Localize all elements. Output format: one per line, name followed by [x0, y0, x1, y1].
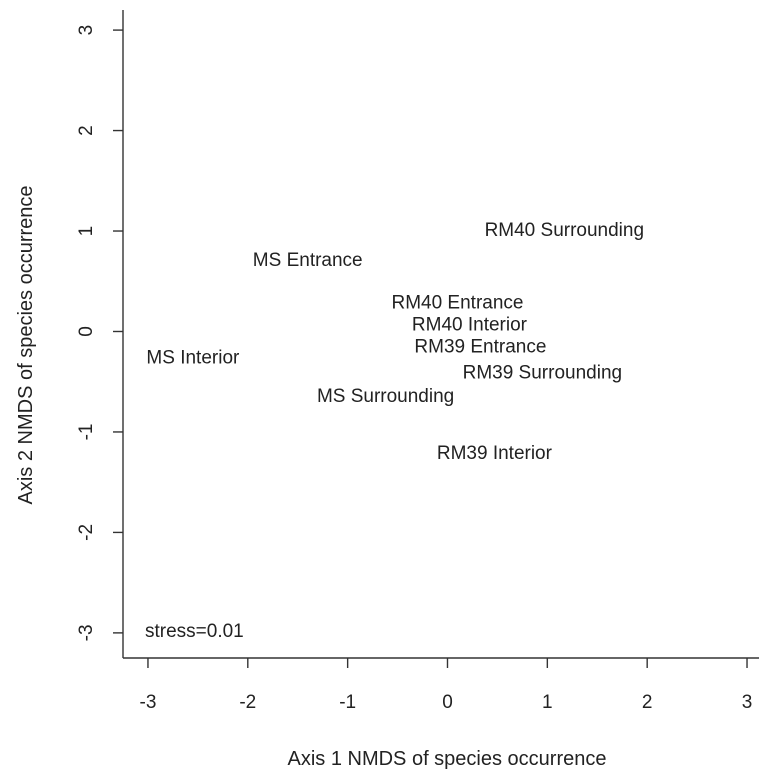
point-label: RM40 Surrounding: [485, 220, 644, 241]
y-tick-label: 2: [76, 125, 97, 136]
x-axis-ticks: -3 -2 -1 0 1 2 3: [140, 658, 753, 713]
stress-annotation: stress=0.01: [145, 621, 244, 642]
x-tick-label: -1: [339, 692, 356, 713]
y-tick-label: 0: [76, 326, 97, 337]
x-axis-title: Axis 1 NMDS of species occurrence: [287, 748, 606, 770]
point-label: RM40 Entrance: [391, 292, 523, 313]
point-label: RM39 Interior: [437, 443, 553, 464]
x-tick-label: 3: [742, 692, 753, 713]
point-label: MS Surrounding: [317, 386, 454, 407]
x-tick-label: 1: [542, 692, 553, 713]
x-tick-label: -3: [140, 692, 157, 713]
y-axis-title: Axis 2 NMDS of species occurrence: [15, 185, 37, 504]
y-tick-label: 1: [76, 226, 97, 237]
point-label: RM40 Interior: [412, 314, 528, 335]
point-labels: RM40 Surrounding MS Entrance RM40 Entrance…: [146, 220, 644, 464]
x-tick-label: 0: [442, 692, 453, 713]
y-tick-label: -1: [76, 424, 97, 441]
y-axis-ticks: -3 -2 -1 0 1 2 3: [76, 25, 123, 641]
point-label: MS Interior: [146, 348, 240, 369]
x-tick-label: 2: [642, 692, 653, 713]
y-tick-label: -3: [76, 624, 97, 641]
y-tick-label: 3: [76, 25, 97, 36]
point-label: RM39 Entrance: [414, 337, 546, 358]
y-tick-label: -2: [76, 524, 97, 541]
point-label: MS Entrance: [253, 250, 363, 271]
x-tick-label: -2: [239, 692, 256, 713]
point-label: RM39 Surrounding: [463, 363, 622, 384]
